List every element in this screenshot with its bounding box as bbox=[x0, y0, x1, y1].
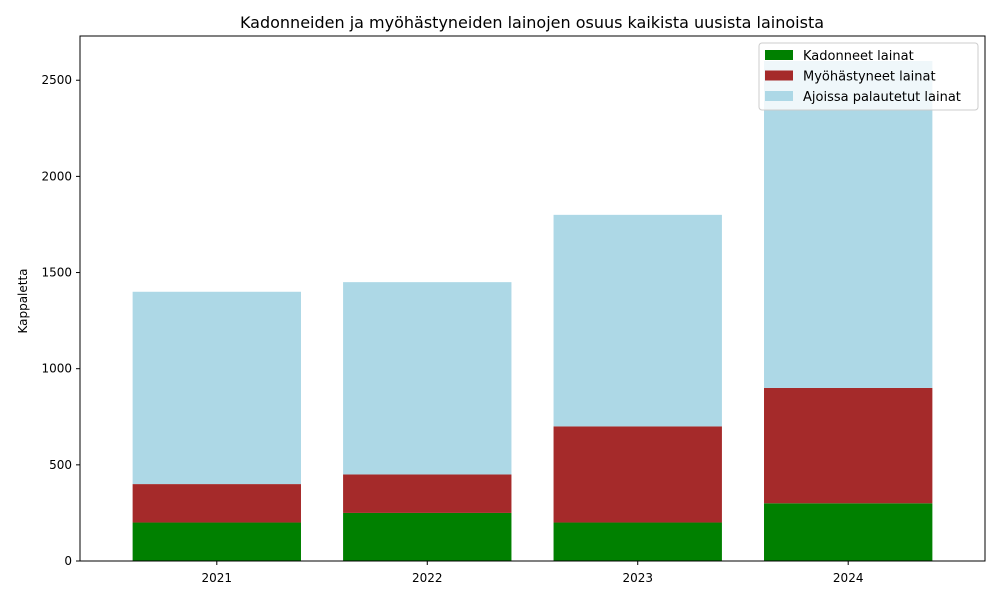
bar-2023-series-1 bbox=[553, 522, 722, 561]
y-axis-label: Kappaletta bbox=[16, 268, 30, 333]
bar-2022-series-1 bbox=[343, 512, 512, 561]
legend-label: Ajoissa palautetut lainat bbox=[803, 90, 961, 105]
y-tick-label: 500 bbox=[49, 458, 72, 472]
bar-2021-series-1 bbox=[132, 522, 301, 561]
legend-label: Kadonneet lainat bbox=[803, 49, 914, 64]
bar-2024-series-3 bbox=[764, 61, 933, 388]
y-tick-label: 1500 bbox=[41, 266, 72, 280]
legend-swatch bbox=[765, 50, 793, 60]
legend: Kadonneet lainat Myöhästyneet lainat Ajois… bbox=[758, 42, 979, 111]
chart-title: Kadonneiden ja myöhästyneiden lainojen o… bbox=[240, 13, 824, 32]
bar-2022-series-2 bbox=[343, 474, 512, 513]
bars-layer bbox=[132, 61, 933, 561]
legend-box bbox=[758, 42, 979, 111]
x-tick-label: 2021 bbox=[202, 571, 233, 585]
y-tick-label: 2000 bbox=[41, 169, 72, 183]
bar-2022-series-3 bbox=[343, 282, 512, 475]
x-tick-label: 2024 bbox=[833, 571, 864, 585]
bar-2024-series-1 bbox=[764, 503, 933, 561]
bar-2023-series-3 bbox=[553, 214, 722, 427]
bar-2023-series-2 bbox=[553, 426, 722, 523]
y-tick-label: 0 bbox=[64, 554, 72, 568]
axes-layer: 0 500 1000 1500 2000 2500 2021 2022 2023 2024 bbox=[41, 35, 986, 585]
legend-swatch bbox=[765, 70, 793, 81]
legend-swatch bbox=[765, 91, 793, 101]
bar-2021-series-3 bbox=[132, 291, 301, 485]
y-tick-label: 2500 bbox=[41, 73, 72, 87]
legend-label: Myöhästyneet lainat bbox=[803, 70, 936, 85]
plot-frame bbox=[79, 35, 986, 562]
y-tick-label: 1000 bbox=[41, 362, 72, 376]
x-tick-label: 2023 bbox=[622, 571, 653, 585]
x-tick-label: 2022 bbox=[412, 571, 443, 585]
bar-2024-series-2 bbox=[764, 387, 933, 504]
bar-2021-series-2 bbox=[132, 484, 301, 523]
